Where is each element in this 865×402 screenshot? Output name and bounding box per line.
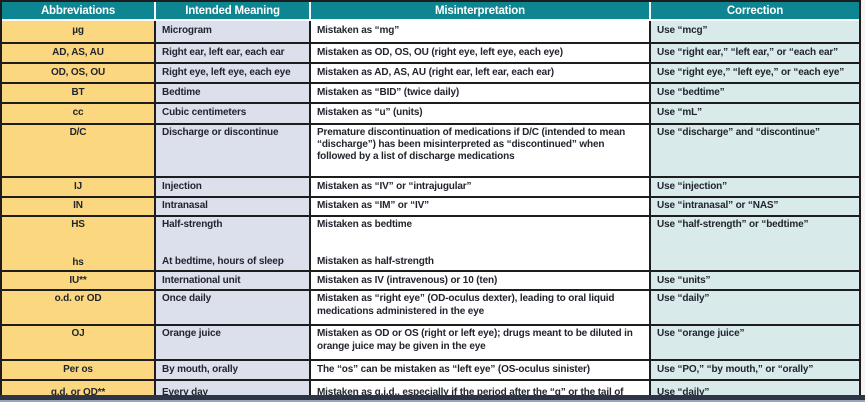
table-row: OD, OS, OU Right eye, left eye, each eye… xyxy=(2,64,859,84)
misinterpretation-cell: Mistaken as “u” (units) xyxy=(311,104,651,125)
page-crop-bar xyxy=(0,395,865,400)
column-header-correction: Correction xyxy=(651,2,859,21)
abbreviation-cell: o.d. or OD xyxy=(2,291,156,327)
abbreviation-cell: IJ xyxy=(2,178,156,198)
page-crop-edge xyxy=(0,400,865,402)
misinterpretation-cell: Mistaken as IV (intravenous) or 10 (ten) xyxy=(311,272,651,292)
misinterpretation-cell: Mistaken as “right eye” (OD-oculus dexte… xyxy=(311,291,651,327)
abbreviation-line1: HS xyxy=(71,219,85,230)
meaning-cell: Intranasal xyxy=(156,198,311,217)
correction-cell: Use “mcg” xyxy=(651,21,859,44)
abbreviation-cell: Per os xyxy=(2,361,156,382)
abbreviation-cell: OD, OS, OU xyxy=(2,64,156,84)
correction-cell: Use “mL” xyxy=(651,104,859,125)
correction-cell: Use “discharge” and “discontinue” xyxy=(651,125,859,178)
correction-cell: Use “right eye,” “left eye,” or “each ey… xyxy=(651,64,859,84)
abbreviation-cell: D/C xyxy=(2,125,156,178)
table-row: cc Cubic centimeters Mistaken as “u” (un… xyxy=(2,104,859,125)
correction-cell: Use “orange juice” xyxy=(651,326,859,362)
misinterpretation-cell: Premature discontinuation of medications… xyxy=(311,125,651,178)
meaning-cell: By mouth, orally xyxy=(156,361,311,382)
misinterpretation-cell: Mistaken as “BID” (twice daily) xyxy=(311,84,651,104)
table-row: BT Bedtime Mistaken as “BID” (twice dail… xyxy=(2,84,859,104)
table-row: D/C Discharge or discontinue Premature d… xyxy=(2,125,859,178)
abbreviation-cell: IU** xyxy=(2,272,156,292)
table-row: Per os By mouth, orally The “os” can be … xyxy=(2,361,859,382)
misinterpretation-cell: Mistaken as OD, OS, OU (right eye, left … xyxy=(311,44,651,64)
table-row: o.d. or OD Once daily Mistaken as “right… xyxy=(2,291,859,327)
table-row: AD, AS, AU Right ear, left ear, each ear… xyxy=(2,44,859,64)
correction-cell: Use “PO,” “by mouth,” or “orally” xyxy=(651,361,859,382)
abbreviation-cell: BT xyxy=(2,84,156,104)
misinterpretation-cell: The “os” can be mistaken as “left eye” (… xyxy=(311,361,651,382)
meaning-cell: Right ear, left ear, each ear xyxy=(156,44,311,64)
misinterpretation-cell: Mistaken as AD, AS, AU (right ear, left … xyxy=(311,64,651,84)
misinterpretation-line2: Mistaken as half-strength xyxy=(317,256,434,268)
meaning-line2: At bedtime, hours of sleep xyxy=(162,256,284,268)
misinterpretation-cell: Mistaken as “IV” or “intrajugular” xyxy=(311,178,651,198)
abbreviation-cell: IN xyxy=(2,198,156,217)
meaning-cell: Injection xyxy=(156,178,311,198)
abbreviation-cell: HS hs xyxy=(2,217,156,273)
meaning-cell: Cubic centimeters xyxy=(156,104,311,125)
table-row: OJ Orange juice Mistaken as OD or OS (ri… xyxy=(2,326,859,362)
meaning-cell: Bedtime xyxy=(156,84,311,104)
correction-cell: Use “units” xyxy=(651,272,859,292)
table-row-hs: HS hs Half-strength At bedtime, hours of… xyxy=(2,217,859,273)
misinterpretation-cell: Mistaken as OD or OS (right or left eye)… xyxy=(311,326,651,362)
abbreviation-cell: AD, AS, AU xyxy=(2,44,156,64)
meaning-cell: Right eye, left eye, each eye xyxy=(156,64,311,84)
table-row: IJ Injection Mistaken as “IV” or “intraj… xyxy=(2,178,859,198)
meaning-cell: Discharge or discontinue xyxy=(156,125,311,178)
correction-cell: Use “bedtime” xyxy=(651,84,859,104)
table-row: µg Microgram Mistaken as “mg” Use “mcg” xyxy=(2,21,859,44)
misinterpretation-cell: Mistaken as “IM” or “IV” xyxy=(311,198,651,217)
table-row: IN Intranasal Mistaken as “IM” or “IV” U… xyxy=(2,198,859,217)
misinterpretation-cell: Mistaken as bedtime Mistaken as half-str… xyxy=(311,217,651,273)
correction-cell: Use “right ear,” “left ear,” or “each ea… xyxy=(651,44,859,64)
abbreviation-cell: µg xyxy=(2,21,156,44)
misinterpretation-line1: Mistaken as bedtime xyxy=(317,219,412,230)
abbreviation-cell: OJ xyxy=(2,326,156,362)
meaning-cell: Once daily xyxy=(156,291,311,327)
header-row: Abbreviations Intended Meaning Misinterp… xyxy=(2,2,859,21)
column-header-abbreviations: Abbreviations xyxy=(2,2,156,21)
column-header-intended-meaning: Intended Meaning xyxy=(156,2,311,21)
correction-cell: Use “intranasal” or “NAS” xyxy=(651,198,859,217)
table-row: IU** International unit Mistaken as IV (… xyxy=(2,272,859,292)
meaning-cell: Orange juice xyxy=(156,326,311,362)
abbreviation-cell: cc xyxy=(2,104,156,125)
meaning-cell: International unit xyxy=(156,272,311,292)
meaning-line1: Half-strength xyxy=(162,219,223,230)
correction-cell: Use “half-strength” or “bedtime” xyxy=(651,217,859,273)
meaning-cell: Half-strength At bedtime, hours of sleep xyxy=(156,217,311,273)
correction-cell: Use “daily” xyxy=(651,291,859,327)
meaning-cell: Microgram xyxy=(156,21,311,44)
abbreviation-line2: hs xyxy=(72,257,84,269)
correction-cell: Use “injection” xyxy=(651,178,859,198)
column-header-misinterpretation: Misinterpretation xyxy=(311,2,651,21)
misinterpretation-cell: Mistaken as “mg” xyxy=(311,21,651,44)
